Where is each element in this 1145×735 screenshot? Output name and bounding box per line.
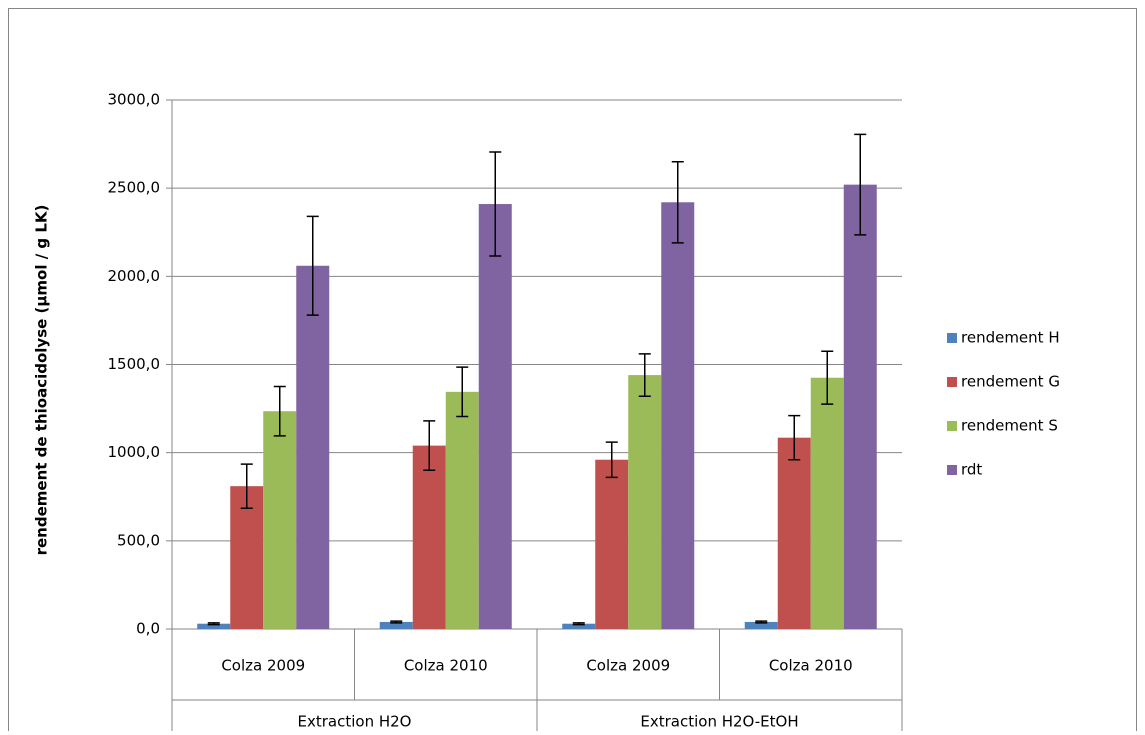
bar [777, 437, 811, 629]
error-bar [456, 366, 469, 418]
y-axis-title: rendement de thioacidolyse (µmol / g LK) [33, 205, 51, 556]
group-label: Extraction H2O-EtOH [640, 713, 798, 731]
bar [661, 202, 695, 630]
bar [445, 391, 479, 629]
bar [197, 623, 231, 629]
y-tick-label: 500,0 [117, 531, 160, 549]
bar [412, 445, 446, 629]
error-bar [489, 151, 502, 257]
bar [562, 623, 596, 629]
error-bar [423, 420, 436, 472]
bar [843, 184, 877, 629]
y-tick-label: 2000,0 [108, 267, 161, 285]
x-tick-label: Colza 2009 [586, 657, 670, 675]
x-tick-label: Colza 2010 [404, 657, 488, 675]
error-bar [273, 385, 286, 437]
legend-swatch [947, 465, 957, 475]
x-tick-label: Colza 2009 [221, 657, 305, 675]
legend-swatch [947, 421, 957, 431]
error-bar [207, 622, 220, 626]
error-bar [755, 620, 768, 624]
error-bar [605, 441, 618, 479]
error-bar [306, 215, 319, 316]
x-tick-label: Colza 2010 [769, 657, 853, 675]
error-bar [821, 350, 834, 405]
bar [478, 204, 512, 629]
chart-frame [8, 8, 1137, 735]
y-tick-label: 0,0 [136, 620, 160, 638]
error-bar [240, 463, 253, 509]
bar [379, 621, 413, 629]
bar [263, 411, 297, 629]
group-label: Extraction H2O [298, 713, 412, 731]
y-tick-label: 3000,0 [108, 91, 161, 109]
error-bar [572, 622, 585, 626]
error-bar [390, 620, 403, 624]
y-tick-label: 2500,0 [108, 179, 161, 197]
y-tick-label: 1500,0 [108, 355, 161, 373]
bar [628, 375, 662, 629]
error-bar [671, 160, 684, 244]
y-tick-label: 1000,0 [108, 443, 161, 461]
bar [744, 621, 778, 629]
legend-label: rendement H [961, 329, 1060, 347]
error-bar [788, 414, 801, 461]
bar [595, 459, 629, 629]
legend-swatch [947, 377, 957, 387]
error-bar [638, 353, 651, 397]
legend-label: rendement S [961, 417, 1058, 435]
bar [230, 486, 264, 629]
bar [296, 265, 330, 629]
legend-label: rendement G [961, 373, 1060, 391]
legend-swatch [947, 333, 957, 343]
bar [810, 377, 844, 629]
error-bar [854, 133, 867, 236]
legend-label: rdt [961, 461, 982, 479]
